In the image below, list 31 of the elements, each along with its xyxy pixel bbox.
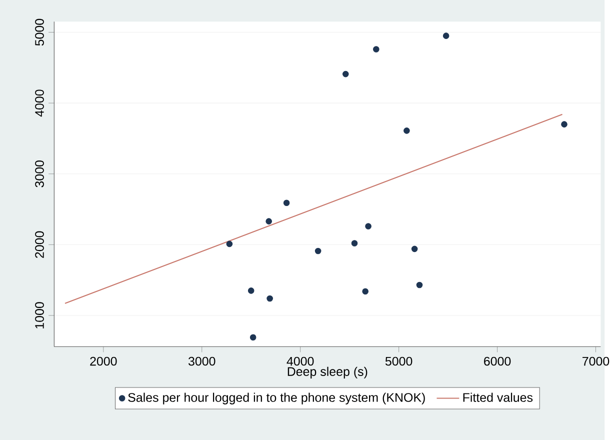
y-tick-label: 4000 [35,90,44,117]
point [342,70,349,78]
x-tick-label: 2000 [90,356,117,366]
point [362,288,368,294]
point [561,121,568,128]
x-tick-label: 4000 [286,356,314,366]
y-tick-label: 3000 [35,160,44,188]
y-tick-label: 2000 [35,231,44,258]
y-tick-label: 1000 [35,302,44,328]
point [283,200,290,206]
point [442,32,450,39]
point [373,46,380,52]
point [411,246,418,252]
point [266,218,272,224]
x-tick-label: 6000 [484,356,511,366]
x-tick-label: 3000 [188,356,216,366]
point [416,282,423,288]
point [266,295,273,302]
point [314,248,322,254]
point [404,127,410,134]
point [351,240,358,246]
x-tick-label: 5000 [385,356,412,366]
x-axis-title: Deep sleep (s) [288,366,368,378]
legend-label: Fitted values [463,392,533,402]
point [250,334,256,340]
point [226,240,233,248]
y-tick-label: 5000 [35,18,44,46]
point [248,287,254,294]
legend-label: Sales per hour logged in to the phone system (KNOK) [128,392,425,404]
point [365,223,372,230]
x-tick-label: 7000 [582,356,610,366]
